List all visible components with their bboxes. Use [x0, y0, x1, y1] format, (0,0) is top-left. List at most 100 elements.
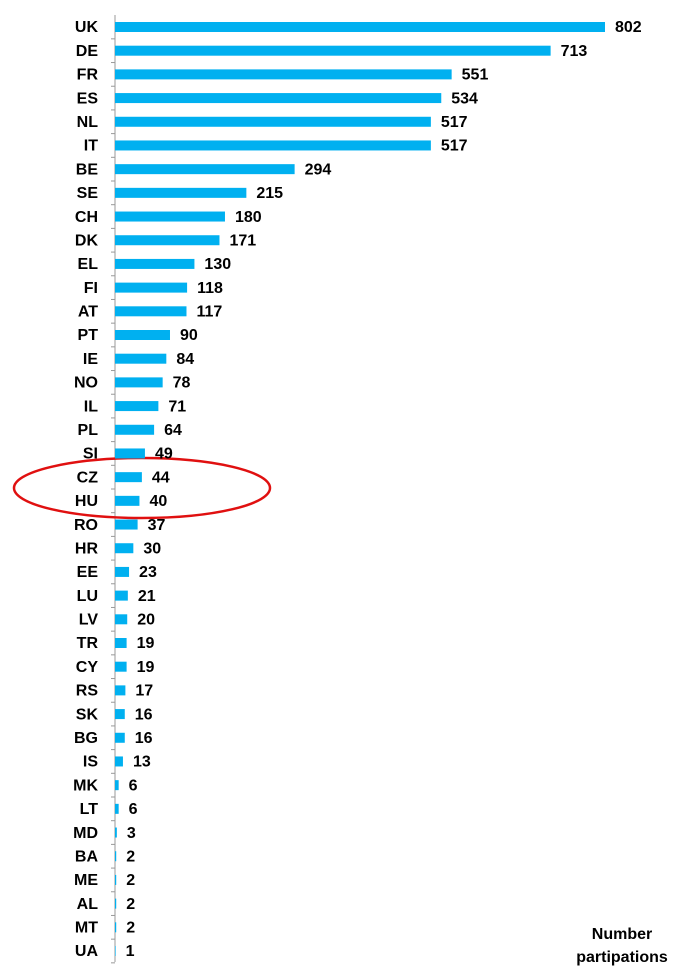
bar [115, 709, 125, 720]
category-label: FI [84, 280, 98, 297]
bar [115, 827, 117, 838]
value-label: 64 [164, 422, 182, 439]
highlight-ellipse [12, 456, 272, 520]
bar [115, 614, 128, 625]
value-label: 21 [138, 588, 156, 605]
bar [115, 69, 452, 80]
value-label: 37 [148, 517, 166, 534]
value-label: 517 [441, 114, 468, 131]
category-label: HU [75, 493, 98, 510]
category-label: BG [74, 730, 98, 747]
value-label: 16 [135, 730, 153, 747]
bar [115, 448, 145, 459]
axis-label: partipations [576, 949, 668, 966]
value-label: 71 [168, 398, 186, 415]
category-label: LV [79, 612, 99, 629]
category-label: IL [84, 398, 98, 415]
bar [115, 495, 140, 506]
bar [115, 519, 138, 530]
value-label: 6 [129, 777, 138, 794]
category-label: NO [74, 375, 98, 392]
bar [115, 377, 163, 388]
bar [115, 211, 225, 222]
category-label: DK [75, 232, 99, 249]
value-label: 2 [126, 872, 135, 889]
value-label: 84 [176, 351, 194, 368]
category-label: LU [77, 588, 98, 605]
bar [115, 45, 551, 56]
category-label: IE [83, 351, 98, 368]
bar [115, 685, 126, 696]
bar [115, 472, 142, 483]
category-label: TR [77, 635, 99, 652]
value-label: 78 [173, 375, 191, 392]
category-label: BE [76, 161, 99, 178]
bar [115, 803, 119, 814]
value-label: 19 [137, 635, 155, 652]
bar [115, 638, 127, 648]
value-label: 2 [126, 920, 135, 937]
bar [115, 946, 116, 956]
bar [115, 282, 188, 293]
value-label: 1 [126, 943, 135, 960]
category-label: MD [73, 825, 98, 842]
value-label: 215 [256, 185, 283, 202]
category-label: MT [75, 920, 98, 937]
bar [115, 898, 117, 909]
category-label: UA [75, 943, 99, 960]
category-label: NL [77, 114, 99, 131]
bar [115, 874, 117, 885]
bar [115, 543, 134, 554]
category-label: ME [74, 872, 98, 889]
category-label: PT [78, 327, 99, 344]
category-label: AL [77, 896, 99, 913]
category-label: HR [75, 540, 99, 557]
bar [115, 140, 431, 151]
value-label: 49 [155, 446, 173, 463]
category-label: ES [77, 90, 99, 107]
axis-label: Number [592, 926, 652, 943]
category-label: MK [73, 777, 98, 794]
category-label: SK [76, 706, 99, 723]
value-label: 3 [127, 825, 136, 842]
value-label: 13 [133, 754, 151, 771]
bar [115, 424, 155, 435]
value-label: 117 [196, 304, 222, 321]
value-label: 171 [229, 232, 256, 249]
bar [115, 116, 431, 127]
bar [115, 851, 117, 862]
bar [115, 922, 117, 933]
value-label: 118 [197, 280, 223, 297]
value-label: 180 [235, 209, 262, 226]
bar [115, 22, 605, 32]
bar [115, 235, 220, 246]
value-label: 23 [139, 564, 157, 581]
bar [115, 93, 442, 104]
category-label: SE [77, 185, 99, 202]
bar [115, 780, 119, 791]
value-label: 130 [204, 256, 231, 273]
value-label: 534 [451, 90, 478, 107]
category-label: LT [80, 801, 99, 818]
bar [115, 566, 130, 577]
bar [115, 258, 195, 269]
value-label: 517 [441, 138, 468, 155]
category-label: CY [76, 659, 99, 676]
value-label: 20 [137, 612, 155, 629]
bar [115, 732, 125, 743]
value-label: 6 [129, 801, 138, 818]
value-label: 17 [135, 683, 153, 700]
value-label: 19 [137, 659, 155, 676]
value-label: 713 [561, 43, 588, 60]
category-label: DE [76, 43, 99, 60]
category-label: AT [78, 304, 98, 321]
bar [115, 661, 127, 672]
category-label: CH [75, 209, 98, 226]
category-label: EL [78, 256, 99, 273]
category-label: CZ [77, 469, 99, 486]
category-label: IS [83, 754, 98, 771]
bar [115, 401, 159, 412]
category-label: EE [77, 564, 99, 581]
category-label: RO [74, 517, 98, 534]
